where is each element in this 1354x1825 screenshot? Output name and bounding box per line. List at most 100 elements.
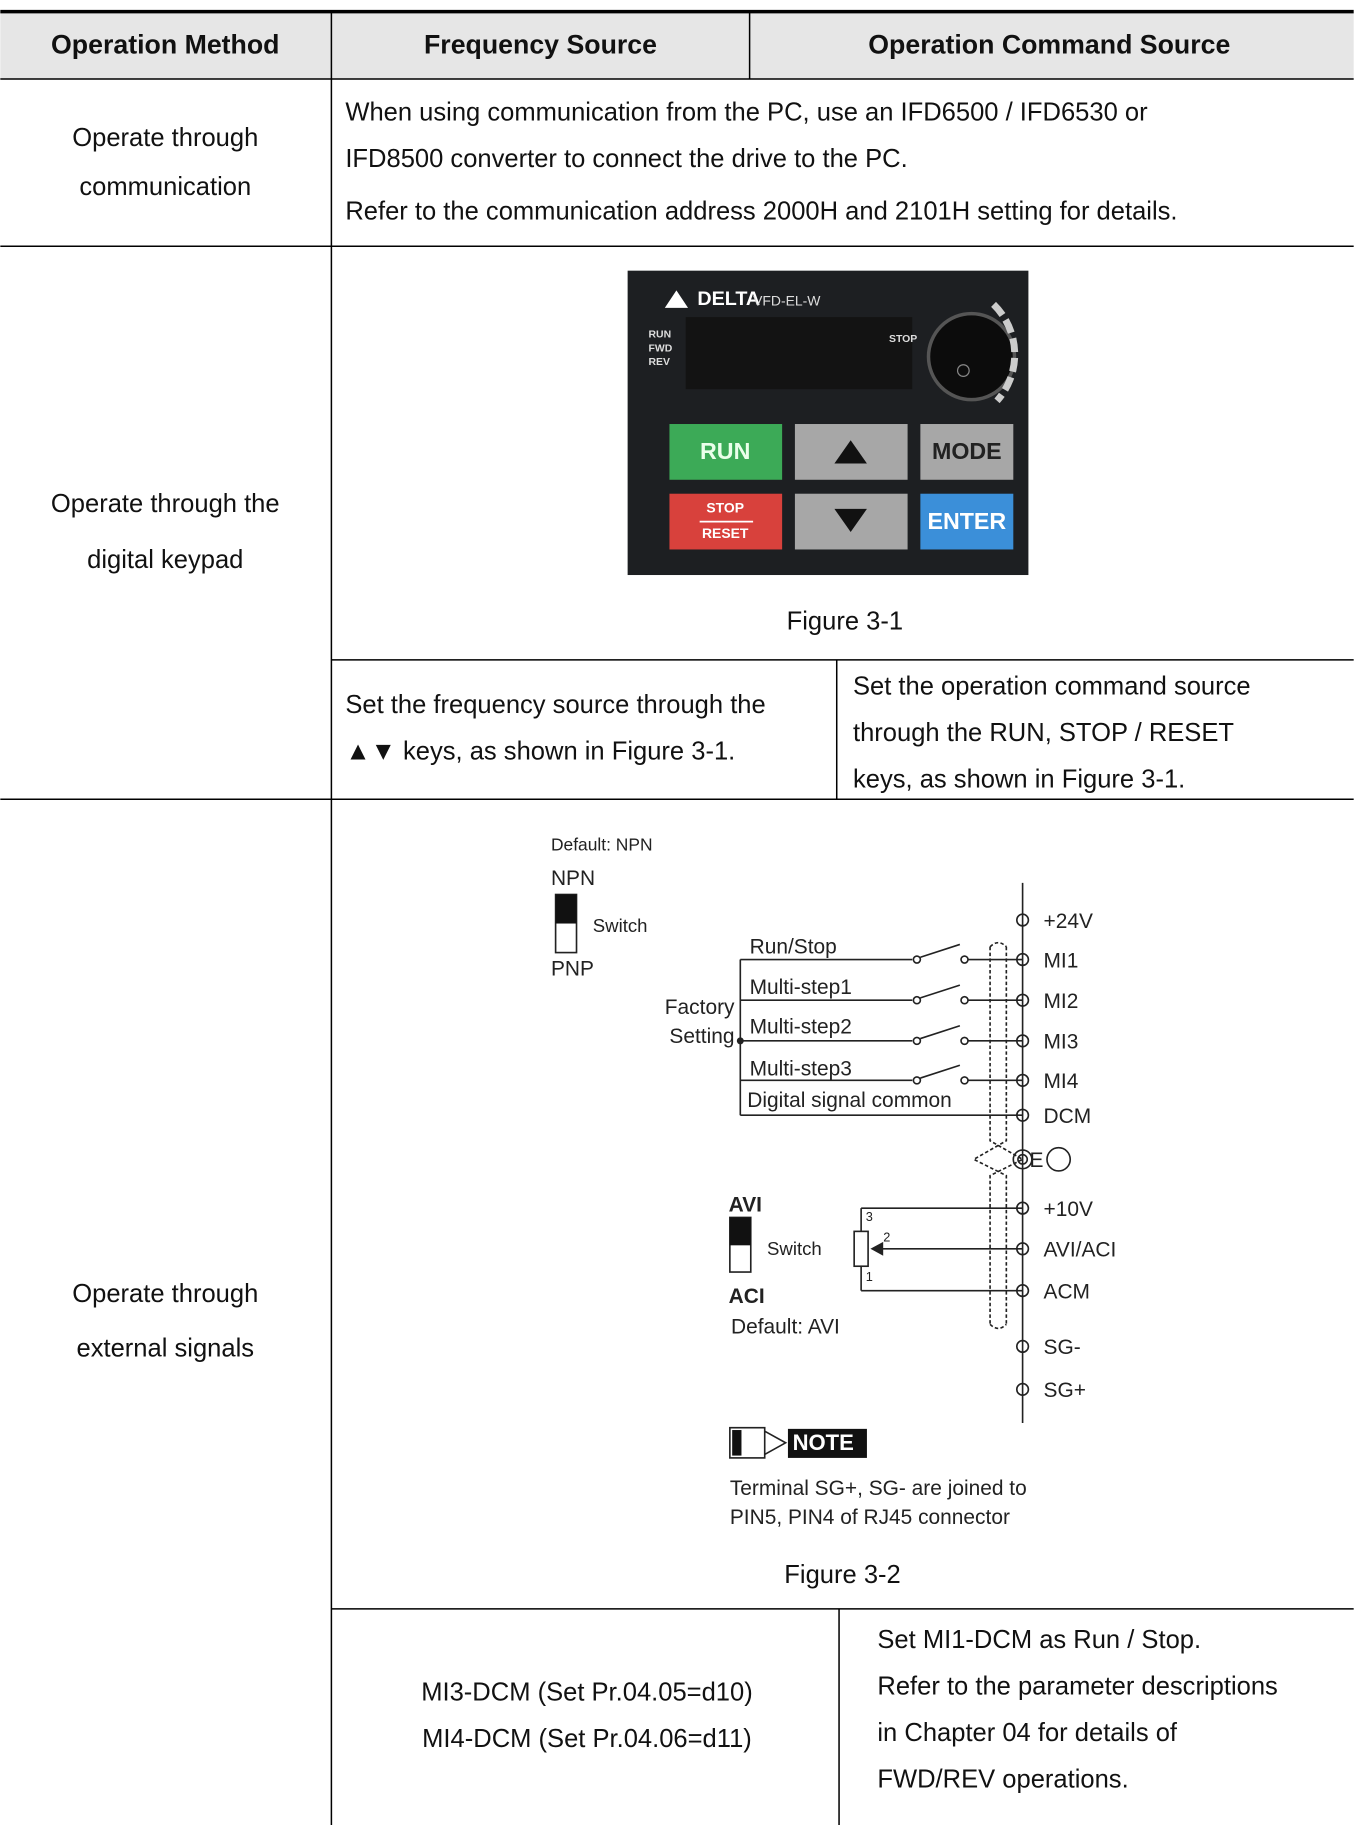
diagram-label: PIN5, PIN4 of RJ45 connector bbox=[730, 1506, 1010, 1529]
note-bar bbox=[732, 1430, 742, 1456]
command-source-text: in Chapter 04 for details of bbox=[877, 1719, 1178, 1747]
diagram-label: Setting bbox=[669, 1025, 734, 1048]
diagram-label: 1 bbox=[866, 1269, 873, 1284]
keypad-label: RUN bbox=[649, 329, 672, 340]
potentiometer bbox=[853, 1230, 869, 1268]
diagram-label: AVI/ACI bbox=[1044, 1239, 1117, 1262]
keypad-label: FWD bbox=[649, 343, 673, 354]
diagram-label: Default: AVI bbox=[731, 1315, 840, 1338]
wire bbox=[920, 984, 961, 999]
ground-terminal bbox=[1012, 1149, 1033, 1170]
dip-knob bbox=[555, 894, 577, 924]
contact bbox=[912, 1076, 922, 1085]
junction bbox=[736, 1037, 744, 1045]
contact bbox=[960, 1036, 969, 1046]
method-text: Operate through bbox=[72, 124, 258, 152]
keypad-label: ENTER bbox=[927, 508, 1006, 534]
keypad-label: DELTA bbox=[697, 288, 760, 310]
contact bbox=[960, 995, 969, 1005]
keypad-label: RESET bbox=[702, 525, 749, 541]
method-text: Operate through bbox=[72, 1280, 258, 1308]
diagram-label: +24V bbox=[1044, 910, 1093, 933]
diagram-label: Multi-step1 bbox=[750, 976, 852, 999]
description-text: When using communication from the PC, us… bbox=[345, 99, 1148, 127]
command-source-text: Set MI1-DCM as Run / Stop. bbox=[877, 1626, 1201, 1654]
figure-caption: Figure 3-1 bbox=[787, 607, 903, 635]
diagram-label: Factory bbox=[665, 996, 735, 1019]
table-rules bbox=[0, 11, 1354, 1825]
wire bbox=[920, 943, 961, 958]
contact bbox=[960, 1076, 969, 1085]
command-source-text: FWD/REV operations. bbox=[877, 1766, 1128, 1794]
keypad-label: STOP bbox=[706, 500, 744, 516]
keypad-image bbox=[627, 270, 1029, 576]
contact bbox=[912, 955, 922, 964]
diagram-label: AVI bbox=[729, 1193, 762, 1216]
wire bbox=[920, 1064, 961, 1079]
header-cell: Operation Command Source bbox=[868, 30, 1230, 60]
diagram-label: PNP bbox=[551, 958, 594, 981]
diagram-label: SG- bbox=[1044, 1336, 1081, 1359]
diagram-label: Default: NPN bbox=[551, 834, 653, 854]
terminal bbox=[1015, 993, 1030, 1007]
terminal bbox=[1015, 1108, 1030, 1122]
method-text: Operate through the bbox=[51, 490, 280, 518]
wire bbox=[920, 1024, 961, 1040]
command-source-text: Set the operation command source bbox=[853, 672, 1251, 700]
diagram-label: Run/Stop bbox=[750, 935, 837, 958]
diagram-label: Digital signal common bbox=[747, 1089, 952, 1112]
dip-knob bbox=[729, 1217, 751, 1246]
command-source-text: keys, as shown in Figure 3-1. bbox=[853, 765, 1185, 793]
diagram-label: MI2 bbox=[1044, 990, 1079, 1013]
frequency-source-text: MI4-DCM (Set Pr.04.06=d11) bbox=[422, 1725, 752, 1753]
ground-symbol bbox=[1046, 1146, 1072, 1172]
diagram-label: SG+ bbox=[1044, 1379, 1086, 1402]
command-source-text: Refer to the parameter descriptions bbox=[877, 1673, 1277, 1701]
diagram-label: +10V bbox=[1044, 1198, 1093, 1221]
header-cell: Operation Method bbox=[51, 30, 279, 60]
diagram-label: Multi-step2 bbox=[750, 1016, 852, 1039]
method-text: digital keypad bbox=[87, 546, 243, 574]
note-box bbox=[787, 1428, 867, 1458]
diagram-label: Terminal SG+, SG- are joined to bbox=[730, 1477, 1027, 1500]
diagram-label: ACI bbox=[729, 1285, 765, 1308]
keypad-label: RUN bbox=[700, 438, 750, 464]
diagram-label: MI4 bbox=[1044, 1070, 1079, 1093]
note-arrow bbox=[764, 1430, 788, 1456]
ground-inner bbox=[1017, 1153, 1029, 1165]
diagram-label: E bbox=[1030, 1149, 1044, 1172]
contact bbox=[912, 1036, 922, 1046]
contact bbox=[960, 955, 969, 964]
diagram-label: Multi-step3 bbox=[750, 1057, 852, 1080]
arrow bbox=[870, 1241, 884, 1256]
diagram-label: DCM bbox=[1044, 1105, 1092, 1128]
diagram-label: Switch bbox=[767, 1238, 822, 1259]
description-text: IFD8500 converter to connect the drive t… bbox=[345, 145, 907, 173]
terminal bbox=[1015, 952, 1030, 967]
method-text: communication bbox=[79, 173, 251, 201]
diagram-label: Switch bbox=[593, 915, 648, 936]
keypad-label: REV bbox=[649, 357, 670, 368]
keypad-label: MODE bbox=[932, 438, 1002, 464]
terminal bbox=[1015, 913, 1030, 927]
terminal bbox=[1015, 1339, 1030, 1354]
diagram-label: NPN bbox=[551, 867, 595, 890]
frequency-source-text: MI3-DCM (Set Pr.04.05=d10) bbox=[421, 1678, 753, 1706]
diagram-label: MI1 bbox=[1044, 949, 1079, 972]
figure-caption: Figure 3-2 bbox=[784, 1561, 900, 1589]
method-text: external signals bbox=[77, 1335, 255, 1363]
frequency-source-text: Set the frequency source through the bbox=[345, 691, 765, 719]
diagram-label: 3 bbox=[866, 1209, 873, 1224]
description-text: Refer to the communication address 2000H… bbox=[345, 197, 1177, 225]
terminal bbox=[1015, 1073, 1030, 1087]
keypad-label: STOP bbox=[889, 334, 917, 345]
terminal bbox=[1015, 1382, 1030, 1396]
contact bbox=[912, 995, 922, 1005]
header-bg bbox=[0, 11, 1354, 79]
diagram-label: 2 bbox=[883, 1230, 890, 1245]
header-cell: Frequency Source bbox=[424, 30, 657, 60]
diagram-label: ACM bbox=[1044, 1280, 1090, 1303]
diagram-label: NOTE bbox=[793, 1430, 854, 1455]
